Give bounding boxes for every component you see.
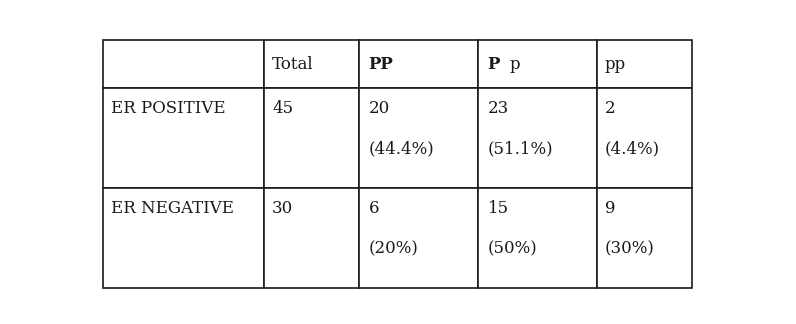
Text: ER NEGATIVE: ER NEGATIVE <box>111 200 234 217</box>
Text: (4.4%): (4.4%) <box>605 140 660 157</box>
Text: p: p <box>509 56 520 73</box>
Bar <box>597 40 692 88</box>
Text: PP: PP <box>369 56 393 73</box>
Text: 23: 23 <box>488 100 509 117</box>
Bar <box>103 88 264 188</box>
Text: 30: 30 <box>272 200 293 217</box>
Bar <box>478 40 597 88</box>
Bar <box>264 40 359 88</box>
Bar <box>478 188 597 288</box>
Bar <box>103 40 264 88</box>
Text: (51.1%): (51.1%) <box>488 140 553 157</box>
Bar <box>359 40 478 88</box>
Text: 15: 15 <box>488 200 509 217</box>
Bar <box>597 88 692 188</box>
Bar <box>359 188 478 288</box>
Text: 45: 45 <box>272 100 293 117</box>
Text: Total: Total <box>272 56 314 73</box>
Bar <box>597 188 692 288</box>
Text: 9: 9 <box>605 200 615 217</box>
Bar <box>264 188 359 288</box>
Text: (50%): (50%) <box>488 240 537 257</box>
Text: P: P <box>488 56 500 73</box>
Bar <box>359 88 478 188</box>
Text: (20%): (20%) <box>369 240 419 257</box>
Text: pp: pp <box>605 56 626 73</box>
Bar <box>264 88 359 188</box>
Text: (30%): (30%) <box>605 240 655 257</box>
Text: 20: 20 <box>369 100 390 117</box>
Bar <box>478 88 597 188</box>
Text: ER POSITIVE: ER POSITIVE <box>111 100 225 117</box>
Text: 2: 2 <box>605 100 615 117</box>
Bar <box>103 188 264 288</box>
Text: (44.4%): (44.4%) <box>369 140 435 157</box>
Text: 6: 6 <box>369 200 379 217</box>
